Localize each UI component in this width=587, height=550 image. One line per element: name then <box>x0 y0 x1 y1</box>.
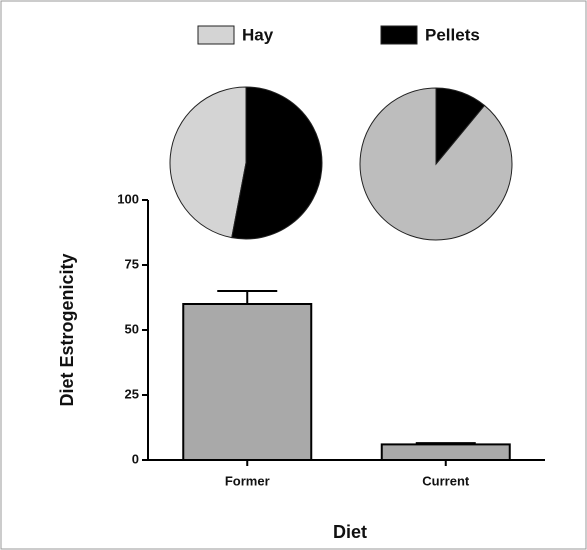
pie-slice <box>169 86 247 239</box>
y-tick-label: 0 <box>132 451 139 466</box>
legend-swatch <box>197 25 235 45</box>
y-tick-label: 75 <box>125 256 139 271</box>
y-axis-label: Diet Estrogenicity <box>57 253 77 406</box>
y-tick-label: 100 <box>117 191 139 206</box>
pie-slice <box>435 87 486 166</box>
legend-swatch <box>380 25 418 45</box>
x-axis-label: Diet <box>333 522 367 542</box>
legend-label: Pellets <box>425 25 480 44</box>
bar <box>380 443 511 461</box>
bar <box>182 303 313 461</box>
legend-label: Hay <box>242 25 274 44</box>
x-tick-label: Current <box>422 473 470 488</box>
pie-slice <box>231 86 323 240</box>
x-tick-label: Former <box>225 473 270 488</box>
y-tick-label: 25 <box>125 386 139 401</box>
y-tick-label: 50 <box>125 321 139 336</box>
